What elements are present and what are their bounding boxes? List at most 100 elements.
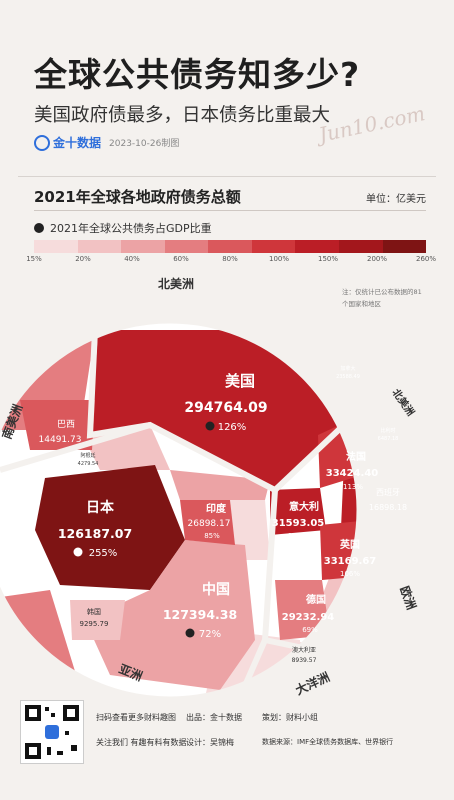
gdp-pct: 72% <box>199 629 221 640</box>
color-scale-tick: 150% <box>317 255 339 263</box>
country-value: 26898.17 <box>188 519 231 529</box>
color-scale-tick: 80% <box>222 255 238 263</box>
color-scale-segment <box>295 240 339 253</box>
cell-australia <box>275 640 335 680</box>
chart-circle-bg <box>0 322 358 698</box>
footer-scan-text: 扫码查看更多财料趣图 <box>96 713 176 722</box>
country-value: 29232.94 <box>282 612 335 623</box>
footer-source: 数据来源：IMF全球债务数据库、世界银行 <box>262 738 394 746</box>
cell-minor <box>80 425 170 470</box>
jin10-logo-icon <box>34 134 50 151</box>
color-scale-tick: 20% <box>75 255 91 263</box>
gdp-pct: 255% <box>89 548 118 559</box>
cell-minor <box>340 420 358 560</box>
gdp-pct: 69% <box>302 626 318 634</box>
color-scale-segment <box>208 240 252 253</box>
label-india: 印度 26898.17 85% <box>188 502 231 540</box>
cell-brazil <box>20 400 95 450</box>
minor-name-australia: 澳大利亚 <box>292 646 316 654</box>
country-value: 33424.40 <box>326 468 379 479</box>
page-subtitle: 美国政府债最多，日本债务比重最大 <box>34 105 331 126</box>
gdp-pct: 150% <box>288 532 308 540</box>
label-uk: 英国 33169.67 106% <box>324 538 377 578</box>
chart-date: 2023-10-26制图 <box>109 139 180 149</box>
footer-designer: 设计：吴锦梅 <box>186 738 234 747</box>
footer-publisher: 出品：金十数据 <box>186 713 242 722</box>
gdp-pct: 106% <box>340 570 360 578</box>
country-name: 英国 <box>339 538 360 551</box>
pie-icon <box>205 421 215 431</box>
minor-name-brazil: 巴西 <box>57 419 75 430</box>
country-name: 日本 <box>86 499 115 516</box>
country-name: 中国 <box>202 581 230 598</box>
cell-minor <box>0 330 95 430</box>
minor-value-brazil: 14491.73 <box>39 435 82 445</box>
pie-icon <box>185 628 195 638</box>
region-label-north-america-side: 北美洲 <box>390 386 418 418</box>
gdp-pct: 85% <box>204 532 220 540</box>
color-scale-tick: 260% <box>415 255 437 263</box>
footer-planner: 策划：财料小组 <box>262 713 318 722</box>
cell-japan <box>35 465 185 590</box>
label-france: 法国 33424.40 113% <box>326 450 379 491</box>
pie-icon <box>73 547 83 557</box>
gdp-pct: 126% <box>218 422 247 433</box>
brand: 金十数据 2023-10-26制图 <box>34 134 179 151</box>
cell-minor <box>170 470 270 500</box>
color-scale-tick: 60% <box>173 255 189 263</box>
region-border <box>227 489 278 698</box>
color-scale-segment <box>251 240 296 253</box>
minor-name-spain: 西班牙 <box>376 487 400 497</box>
cell-spain <box>370 470 405 520</box>
minor-value-korea: 9295.79 <box>80 620 109 628</box>
minor-name-argentina: 阿根廷 <box>80 452 95 459</box>
country-name: 印度 <box>206 502 227 515</box>
signature-watermark: Jun10.com <box>316 101 428 147</box>
label-usa: 美国 294764.09 126% <box>184 372 267 433</box>
chart-note: 注：仅统计已公布数据的81个国家和地区 <box>342 288 422 308</box>
chart-circle-edge <box>0 320 360 700</box>
cell-france <box>318 410 358 488</box>
divider <box>34 210 426 211</box>
qr-code-icon <box>25 705 79 759</box>
qr-code[interactable] <box>20 700 84 764</box>
color-scale-bar <box>34 240 427 253</box>
region-border <box>0 422 151 473</box>
region-label-south-america: 南美洲 <box>0 402 25 441</box>
label-italy: 意大利 31593.05 150% <box>272 500 325 540</box>
minor-name-belgium: 比利时 <box>380 427 395 434</box>
cell-usa <box>92 330 358 490</box>
unit-label: 单位：亿美元 <box>366 194 426 205</box>
cell-minor <box>200 630 300 698</box>
color-scale-tick: 200% <box>366 255 388 263</box>
gdp-pct: 113% <box>343 483 363 491</box>
brand-name: 金十数据 <box>53 136 102 150</box>
cell-italy <box>270 488 326 535</box>
country-name: 德国 <box>305 593 326 606</box>
minor-value-spain: 16898.18 <box>369 503 407 512</box>
country-value: 33169.67 <box>324 556 377 567</box>
minor-value-canada: 23588.49 <box>336 374 360 380</box>
cell-uk <box>320 520 358 580</box>
region-label-north-america: 北美洲 <box>158 276 194 291</box>
legend-note: 2021年全球公共债务占GDP比重 <box>34 220 212 236</box>
cell-korea <box>70 600 125 640</box>
country-name: 法国 <box>346 450 366 463</box>
country-name: 美国 <box>225 372 255 390</box>
pie-legend-icon <box>34 223 44 233</box>
cell-india <box>180 500 235 545</box>
country-value: 31593.05 <box>272 518 325 529</box>
country-value: 126187.07 <box>58 526 132 541</box>
minor-name-korea: 韩国 <box>87 607 101 616</box>
color-scale-tick: 15% <box>26 255 42 263</box>
region-label-europe: 欧洲 <box>397 584 419 612</box>
label-germany: 德国 29232.94 69% <box>282 593 335 634</box>
country-name: 意大利 <box>289 500 319 513</box>
region-border <box>86 322 358 494</box>
country-value: 294764.09 <box>184 400 267 416</box>
color-scale-segment <box>382 240 427 253</box>
minor-value-argentina: 4279.54 <box>78 461 99 467</box>
legend-note-text: 2021年全球公共债务占GDP比重 <box>50 222 212 235</box>
cell-germany <box>275 580 330 640</box>
label-china: 中国 127394.38 72% <box>163 581 237 640</box>
